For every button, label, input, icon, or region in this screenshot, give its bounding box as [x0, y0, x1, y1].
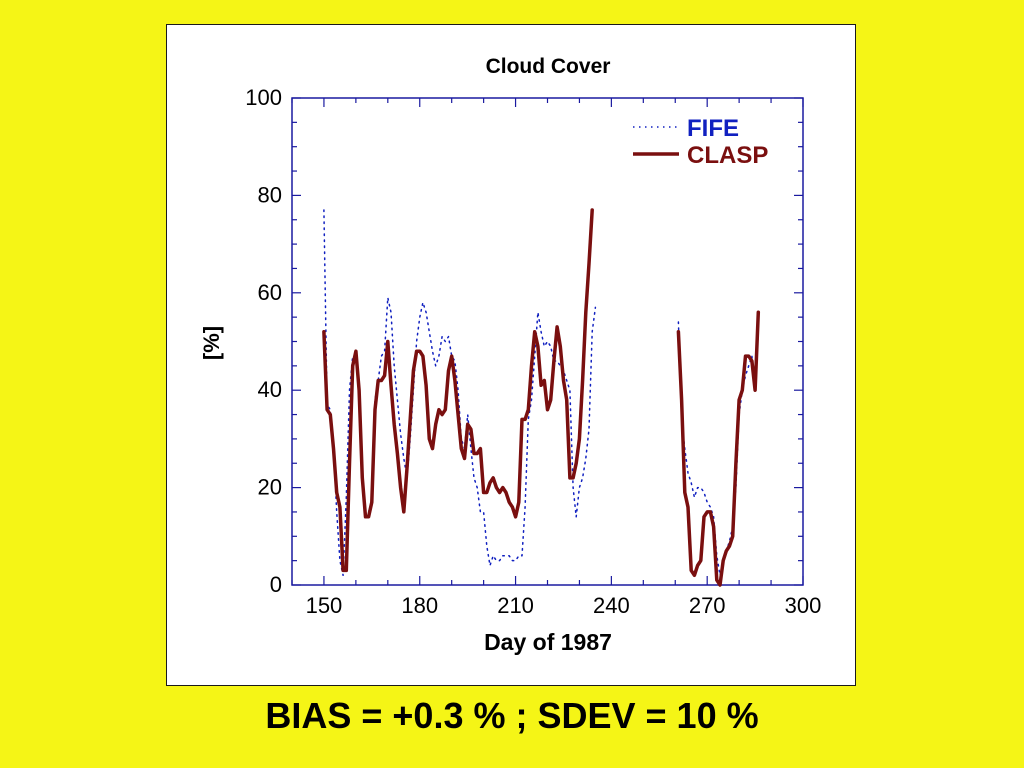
y-tick-label: 0: [270, 572, 282, 597]
y-tick-label: 80: [258, 182, 282, 207]
y-axis-label: [%]: [199, 326, 224, 360]
y-tick-label: 20: [258, 475, 282, 500]
chart-panel: Cloud Cover Day of 1987 [%] 0 20 40 60 80 100…: [166, 24, 856, 686]
cloud-cover-chart: Cloud Cover Day of 1987 [%] 0 20 40 60 80 100…: [199, 55, 821, 655]
x-tick-label: 150: [306, 593, 343, 618]
y-tick-label: 100: [245, 85, 282, 110]
x-axis-label: Day of 1987: [484, 629, 612, 655]
x-tick-label: 180: [401, 593, 438, 618]
stats-summary: BIAS = +0.3 % ; SDEV = 10 %: [265, 695, 759, 736]
legend-label-fife: FIFE: [687, 115, 739, 142]
legend-label-clasp: CLASP: [687, 142, 768, 169]
x-tick-label: 240: [593, 593, 630, 618]
series-line-clasp: [676, 310, 761, 587]
x-tick-label: 300: [785, 593, 822, 618]
x-tick-label: 210: [497, 593, 534, 618]
series-line-fife: [323, 209, 597, 577]
y-tick-label: 60: [258, 280, 282, 305]
series-line-clasp: [322, 208, 594, 573]
chart-title: Cloud Cover: [486, 55, 611, 78]
y-tick-label: 40: [258, 377, 282, 402]
x-tick-label: 270: [689, 593, 726, 618]
